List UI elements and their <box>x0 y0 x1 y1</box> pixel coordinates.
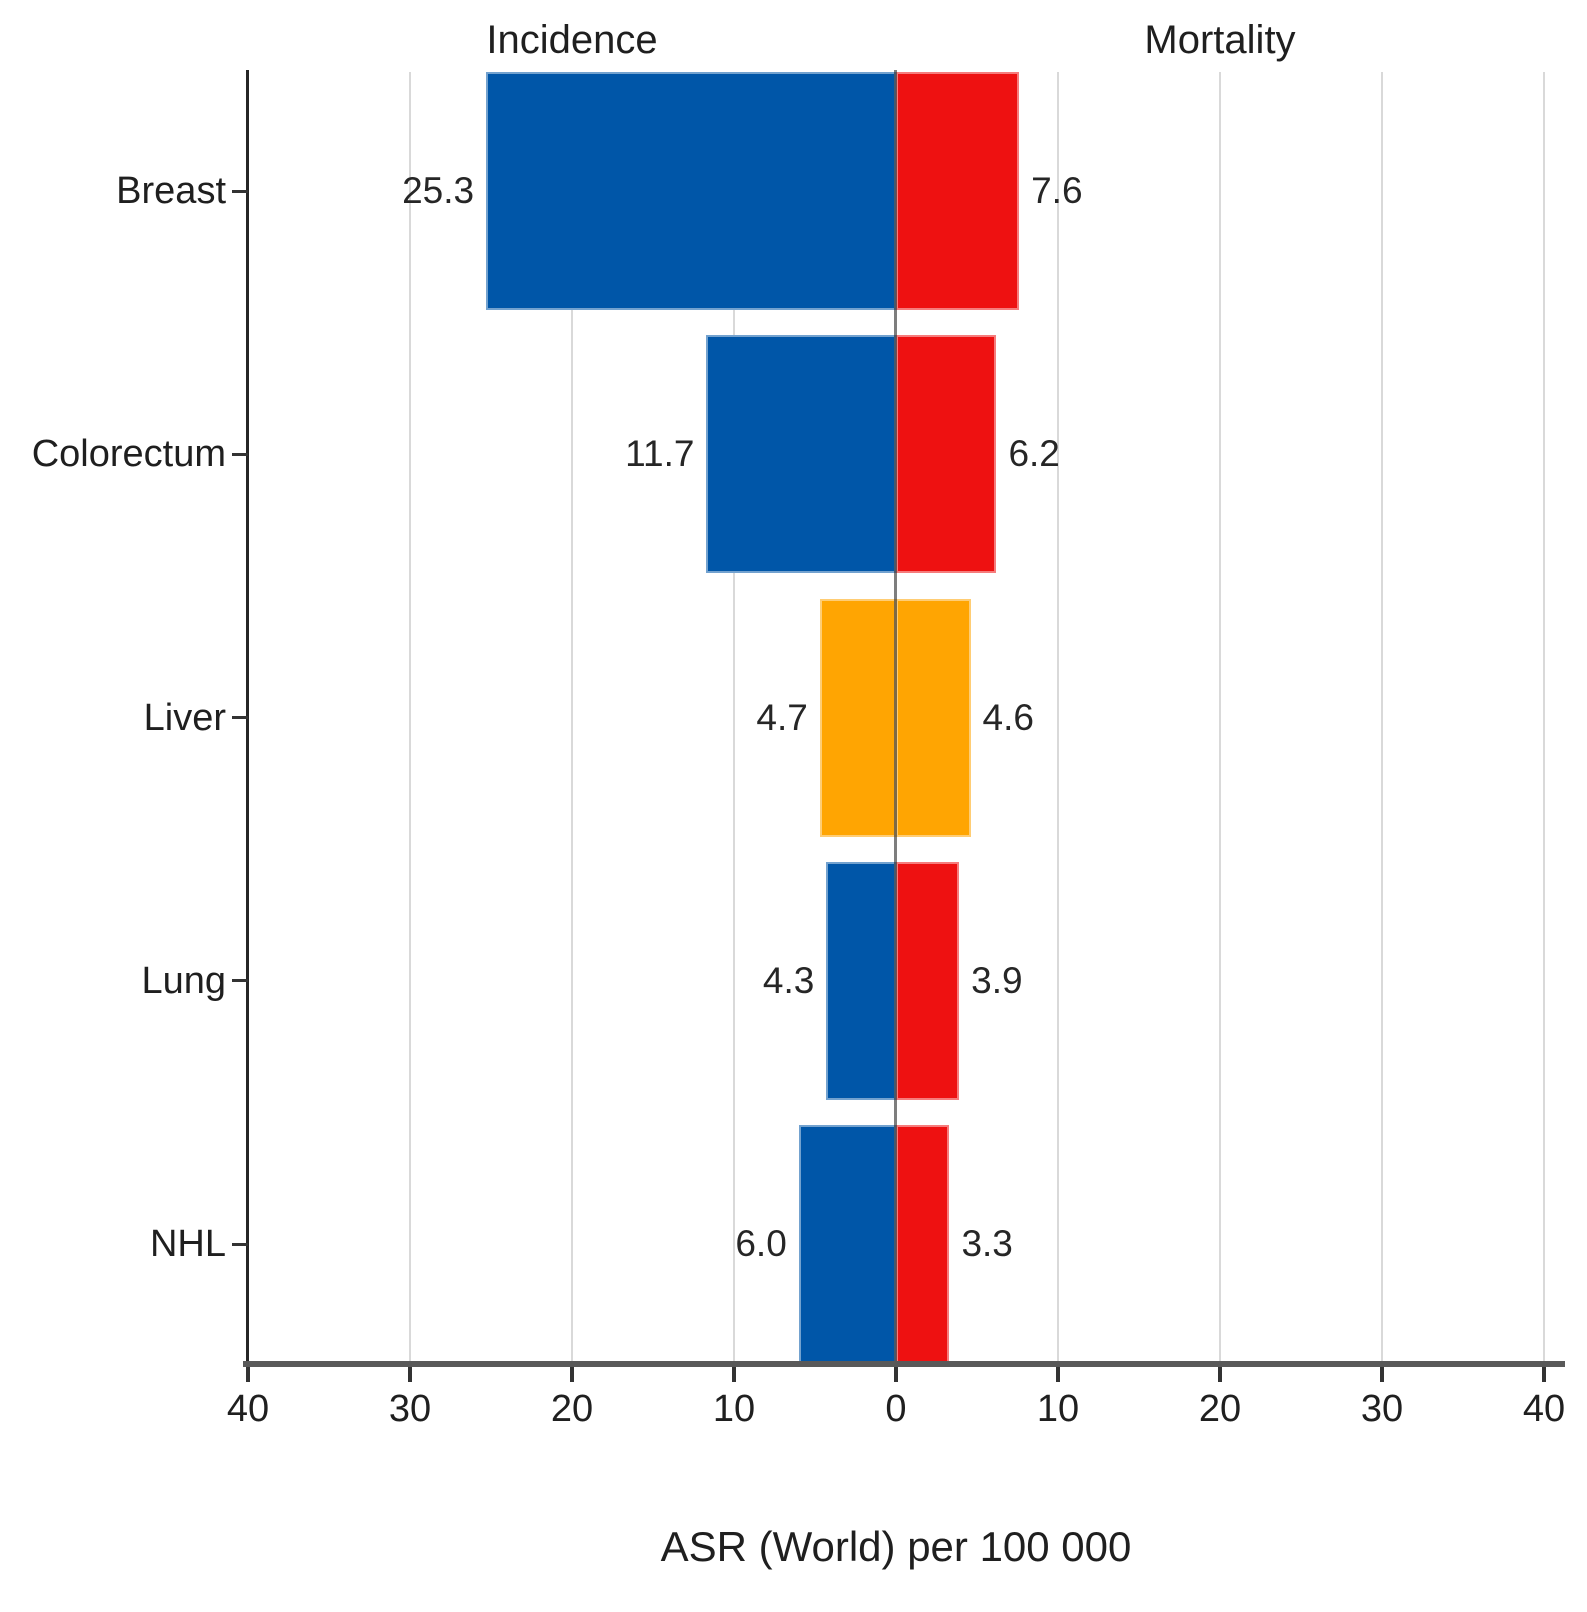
gridline <box>1381 72 1383 1363</box>
x-tick-mark <box>1218 1367 1222 1382</box>
incidence-bar-nhl <box>798 1125 896 1363</box>
y-tick-mark <box>232 979 248 983</box>
incidence-header: Incidence <box>486 18 658 62</box>
mortality-value-label: 3.3 <box>961 1223 1013 1264</box>
category-label-nhl: NHL <box>149 1223 226 1265</box>
x-tick-label: 40 <box>1522 1388 1566 1430</box>
x-axis-title: ASR (World) per 100 000 <box>660 1523 1132 1570</box>
y-tick-mark <box>232 452 248 456</box>
x-tick-label: 10 <box>712 1388 756 1430</box>
incidence-value-label: 25.3 <box>402 170 475 211</box>
mortality-value-label: 3.9 <box>971 959 1023 1001</box>
x-tick-mark <box>732 1367 736 1382</box>
incidence-value-label: 6.0 <box>735 1223 787 1264</box>
mortality-value-label: 4.6 <box>982 696 1034 738</box>
x-tick-mark <box>894 1367 898 1382</box>
gridline <box>409 72 411 1363</box>
incidence-bar-breast <box>486 72 896 310</box>
x-tick-mark <box>570 1367 574 1382</box>
x-tick-label: 40 <box>226 1388 270 1430</box>
category-label-lung: Lung <box>141 959 226 1002</box>
x-axis-line <box>243 1361 1565 1367</box>
x-tick-label: 30 <box>1360 1388 1404 1430</box>
mortality-header: Mortality <box>1144 18 1296 62</box>
x-tick-label: 0 <box>885 1388 907 1430</box>
category-label-breast: Breast <box>116 170 226 212</box>
category-label-liver: Liver <box>143 696 226 739</box>
zero-baseline <box>894 70 897 1363</box>
x-tick-label: 20 <box>1198 1388 1242 1430</box>
x-tick-mark <box>1542 1367 1546 1382</box>
mortality-bar-lung <box>896 861 960 1100</box>
gridline <box>1057 72 1059 1363</box>
category-label-colorectum: Colorectum <box>31 433 226 476</box>
mortality-bar-nhl <box>896 1125 950 1363</box>
incidence-bar-liver <box>819 598 896 837</box>
x-tick-mark <box>1056 1367 1060 1382</box>
x-tick-label: 10 <box>1036 1388 1080 1430</box>
incidence-value-label: 4.3 <box>762 959 815 1001</box>
gridline <box>571 72 573 1363</box>
mortality-value-label: 7.6 <box>1031 170 1083 211</box>
x-tick-mark <box>1380 1367 1384 1382</box>
incidence-bar-colorectum <box>706 335 896 574</box>
mortality-bar-colorectum <box>896 335 997 574</box>
y-tick-mark <box>232 189 248 193</box>
x-tick-label: 30 <box>388 1388 432 1430</box>
gridline <box>1543 72 1545 1363</box>
incidence-bar-lung <box>826 861 896 1100</box>
y-tick-mark <box>232 1242 248 1246</box>
y-tick-mark <box>232 716 248 719</box>
gridline <box>733 72 735 1363</box>
x-tick-mark <box>246 1367 250 1382</box>
incidence-value-label: 11.7 <box>625 433 695 475</box>
incidence-value-label: 4.7 <box>756 696 808 738</box>
mortality-bar-liver <box>896 598 971 837</box>
mortality-bar-breast <box>896 72 1020 310</box>
gridline <box>1219 72 1221 1363</box>
mortality-value-label: 6.2 <box>1008 433 1060 475</box>
x-tick-label: 20 <box>550 1388 594 1430</box>
x-tick-mark <box>408 1367 412 1382</box>
